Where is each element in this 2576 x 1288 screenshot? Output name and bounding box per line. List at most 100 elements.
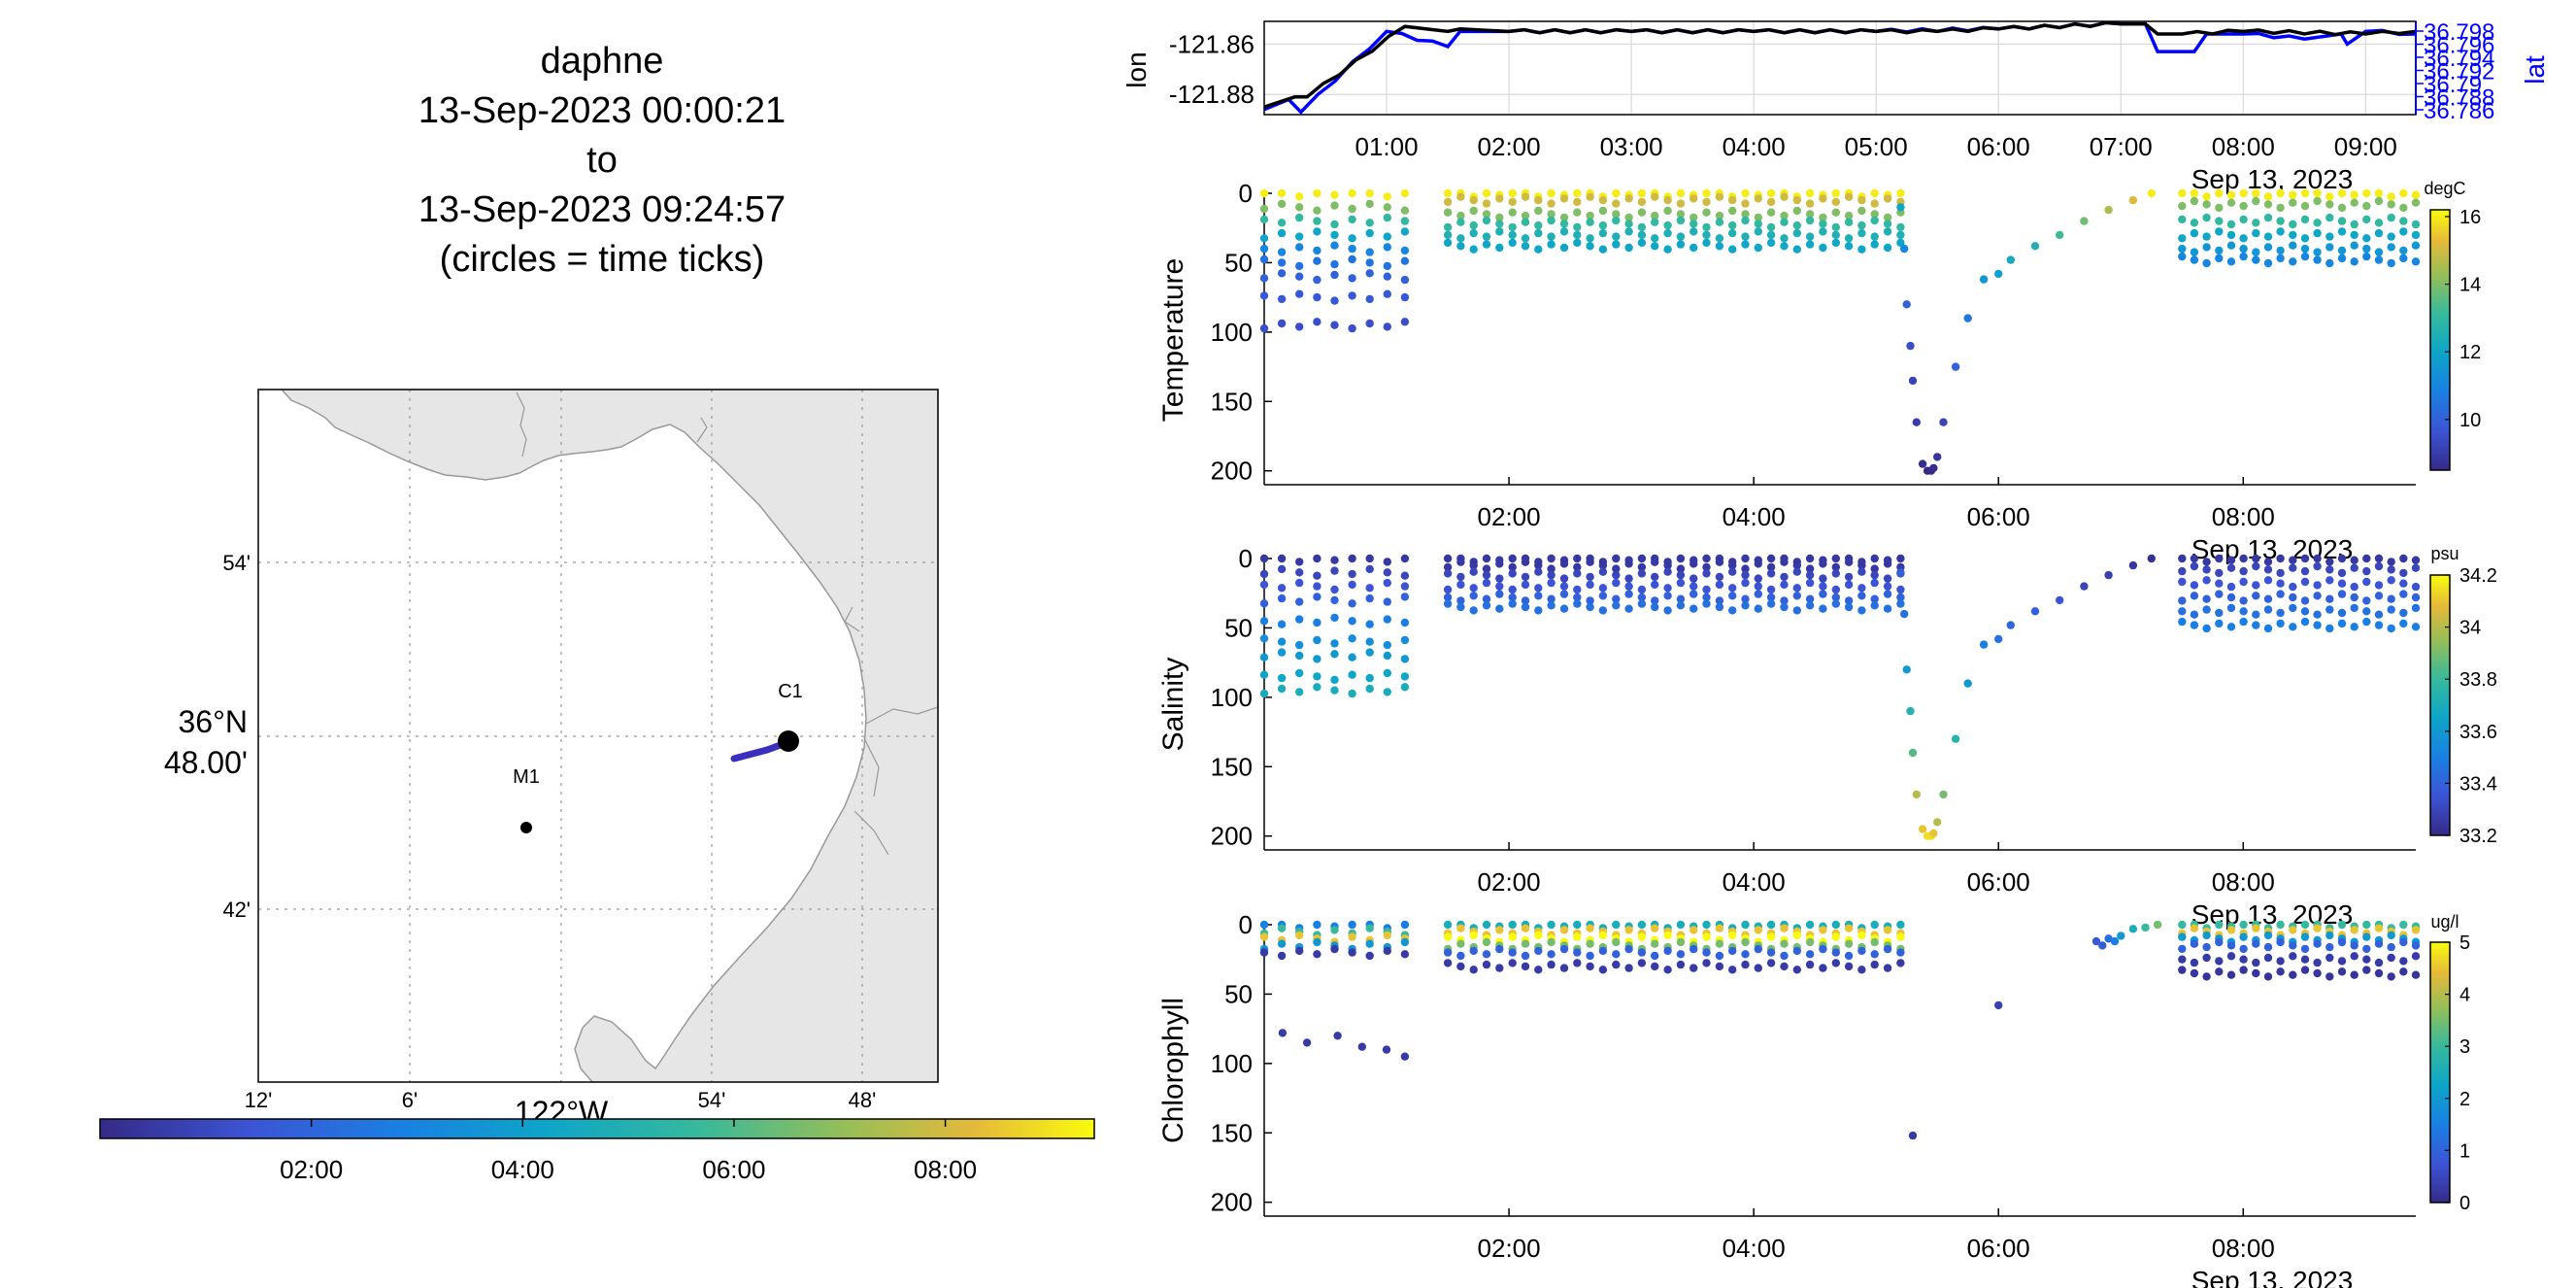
temperature-point — [1844, 234, 1854, 243]
temperature-point — [1456, 242, 1465, 251]
temperature-point — [1469, 195, 1478, 205]
time-colorbar-gradient — [99, 1118, 1095, 1139]
salinity-point — [2374, 554, 2384, 563]
salinity-point — [2289, 603, 2297, 613]
temperature-point — [1482, 199, 1491, 208]
salinity-point — [1313, 683, 1321, 692]
salinity-point — [2300, 566, 2310, 576]
temperature-point — [1547, 240, 1556, 249]
salinity-point — [2239, 554, 2248, 563]
chlorophyll-point — [2239, 955, 2248, 964]
river-6 — [853, 810, 889, 856]
chlorophyll-point — [1456, 951, 1465, 961]
temperature-point — [1637, 238, 1647, 248]
temperature-point — [1612, 240, 1621, 249]
time-colorbar-label-04-00: 04:00 — [491, 1155, 554, 1184]
temperature-point — [2325, 213, 2334, 222]
chlorophyll-point — [1443, 948, 1453, 957]
salinity-point — [1521, 572, 1530, 582]
salinity-point — [1495, 582, 1504, 591]
salinity-point — [2289, 623, 2297, 631]
map-xtick-54: 54' — [698, 1088, 726, 1112]
salinity-point — [1766, 593, 1776, 602]
chlorophyll-point — [1702, 948, 1711, 957]
chlorophyll-point — [1469, 966, 1478, 974]
temperature-point — [1754, 243, 1763, 253]
temperature-point — [1741, 232, 1750, 241]
salinity-point — [1277, 684, 1287, 694]
temperature-point — [2362, 215, 2371, 224]
chlorophyll-point — [1844, 962, 1854, 971]
temperature-point — [1348, 188, 1356, 198]
salinity-point — [1663, 567, 1672, 576]
title-line-to: to — [586, 140, 618, 181]
temperature-point — [1689, 220, 1698, 228]
temperature-point — [1598, 206, 1608, 216]
salinity-point — [2252, 592, 2260, 600]
salinity-point — [2276, 608, 2285, 618]
temperature-point — [2300, 201, 2310, 211]
salinity-point — [1277, 593, 1287, 603]
temperature-point — [1508, 222, 1517, 232]
salinity-point — [1715, 558, 1724, 566]
salinity-point — [2313, 610, 2322, 619]
chlorophyll-point — [2362, 955, 2371, 964]
salinity-point — [1469, 584, 1478, 593]
temperature-point — [2313, 219, 2322, 227]
salinity-colorbar-label-34: 34 — [2459, 618, 2481, 639]
temperature-profile-point — [2128, 195, 2138, 205]
salinity-point — [1259, 580, 1269, 590]
temperature-point — [1495, 227, 1504, 236]
temperature-point — [1689, 243, 1698, 253]
salinity-point — [1383, 597, 1392, 606]
temperature-point — [1383, 272, 1392, 281]
temperature-point — [2399, 217, 2408, 225]
salinity-point — [1792, 584, 1802, 593]
temperature-point — [1780, 192, 1789, 201]
salinity-point — [1780, 558, 1789, 566]
salinity-profile-point — [1906, 706, 1915, 716]
salinity-point — [1443, 569, 1453, 578]
salinity-point — [2325, 624, 2334, 633]
salinity-point — [1365, 554, 1374, 563]
temperature-point — [2411, 230, 2421, 240]
temperature-point — [1508, 230, 1517, 240]
salinity-point — [1637, 569, 1647, 578]
temperature-point — [1896, 230, 1905, 240]
salinity-point — [1651, 580, 1659, 590]
temperature-point — [1348, 215, 1356, 224]
salinity-point — [1805, 554, 1815, 563]
chlorophyll-point — [1586, 962, 1594, 971]
temperature-point — [1896, 188, 1905, 198]
temperature-point — [2325, 243, 2334, 252]
salinity-point — [1676, 594, 1686, 603]
temperature-colorbar-label-16: 16 — [2459, 207, 2481, 228]
temperature-profile-point — [1908, 376, 1918, 386]
salinity-point — [1586, 580, 1594, 590]
temperature-point — [1870, 199, 1879, 208]
salinity-point — [1365, 648, 1374, 657]
temperature-point — [2350, 220, 2359, 229]
salinity-point — [1792, 606, 1802, 615]
temperature-point — [2350, 230, 2359, 240]
salinity-point — [1534, 606, 1543, 615]
temperature-point — [1330, 270, 1339, 280]
temperature-point — [1547, 188, 1556, 198]
temperature-point — [2313, 188, 2322, 198]
temperature-profile-point — [1963, 314, 1972, 322]
temperature-point — [1365, 294, 1374, 304]
salinity-point — [1573, 569, 1582, 578]
chlorophyll-point — [1348, 932, 1356, 941]
chlorophyll-point — [2202, 972, 2211, 981]
chlorophyll-point — [2239, 932, 2248, 941]
temperature-point — [2239, 188, 2248, 198]
salinity-profile-point — [1912, 790, 1922, 799]
salinity-point — [1469, 592, 1478, 600]
temperature-point — [1780, 218, 1789, 226]
temperature-point — [1534, 220, 1543, 230]
temperature-xtick-02-00: 02:00 — [1478, 502, 1541, 531]
salinity-point — [2387, 558, 2395, 566]
salinity-point — [1870, 578, 1879, 588]
lat-tick-label-36-798: 36.798 — [2424, 19, 2494, 46]
salinity-point — [1586, 572, 1594, 582]
